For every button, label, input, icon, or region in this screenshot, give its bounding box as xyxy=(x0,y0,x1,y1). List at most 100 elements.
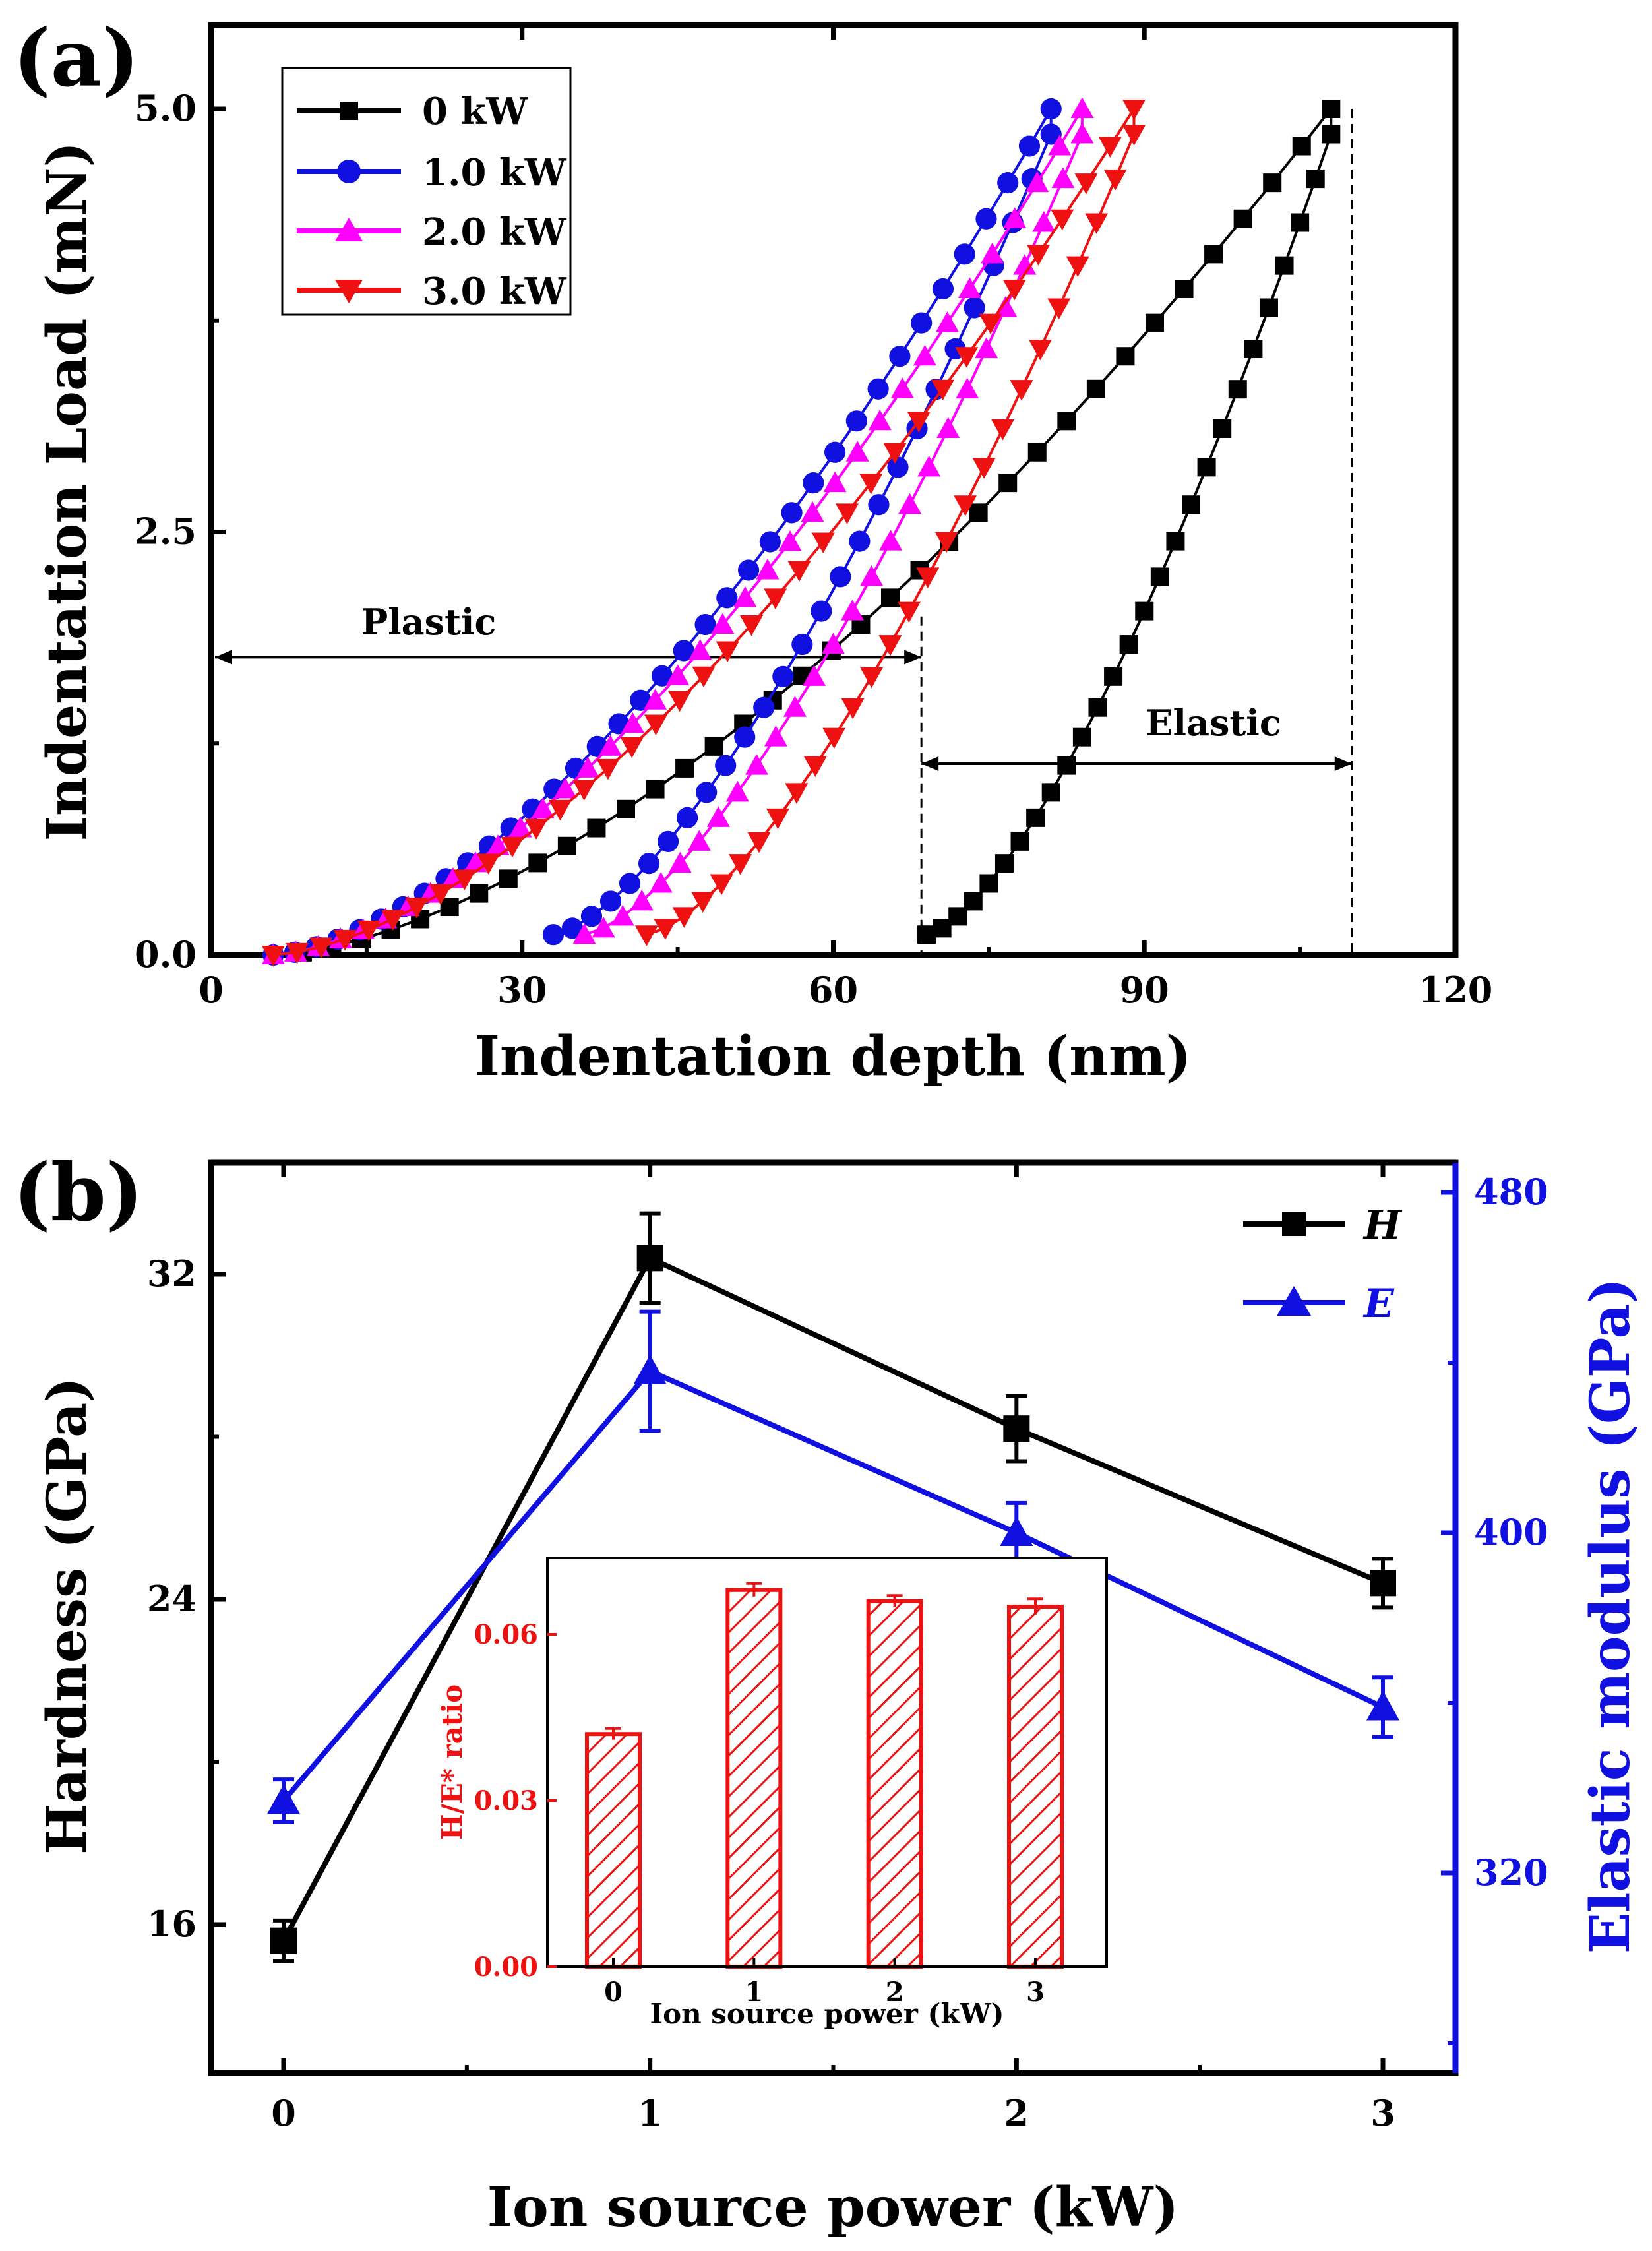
data-point xyxy=(979,874,998,893)
data-point xyxy=(1088,698,1107,717)
data-point xyxy=(997,172,1019,194)
data-point xyxy=(803,756,827,778)
data-point xyxy=(673,640,694,662)
data-point xyxy=(860,565,884,586)
panel-b-y-title-left: Hardness (GPa) xyxy=(36,1377,99,1855)
data-point xyxy=(1322,125,1341,144)
data-point xyxy=(1040,123,1062,145)
data-point xyxy=(739,615,763,636)
data-point xyxy=(880,588,900,607)
data-point xyxy=(975,337,998,359)
data-point xyxy=(651,665,673,687)
data-point xyxy=(658,830,679,852)
data-point xyxy=(897,601,921,623)
data-point xyxy=(1026,808,1045,827)
data-point xyxy=(1086,379,1105,398)
data-point xyxy=(1072,727,1091,747)
data-point xyxy=(898,493,922,514)
data-point xyxy=(1074,173,1098,195)
data-point xyxy=(994,854,1014,873)
panel-b-legend: H E xyxy=(1243,1202,1403,1327)
data-point xyxy=(630,689,652,711)
data-point xyxy=(429,884,452,906)
data-point xyxy=(1051,209,1074,231)
data-point xyxy=(745,754,768,775)
data-point xyxy=(991,419,1015,441)
data-point xyxy=(499,869,518,888)
series-line xyxy=(273,104,1053,956)
data-point xyxy=(954,495,977,516)
data-point xyxy=(1041,783,1060,802)
data-point xyxy=(1027,443,1047,462)
legend-item-1kw: 1.0 kW xyxy=(297,151,567,195)
data-point xyxy=(917,925,936,944)
data-point xyxy=(1166,532,1185,551)
data-point xyxy=(801,501,824,522)
data-point xyxy=(528,853,547,873)
data-point xyxy=(1103,170,1127,191)
legend-label-h: H xyxy=(1362,1202,1403,1249)
data-point xyxy=(764,588,787,609)
y-right-tick-label: 320 xyxy=(1474,1851,1548,1894)
data-point xyxy=(1003,1415,1030,1442)
legend-label-e: E xyxy=(1362,1281,1395,1327)
data-point xyxy=(477,853,501,875)
panel-a-guides xyxy=(215,109,1353,955)
data-point xyxy=(1048,135,1072,156)
inset-x-tick-label: 0 xyxy=(604,1977,623,2008)
data-point xyxy=(932,278,954,300)
y-right-tick-label: 480 xyxy=(1474,1171,1548,1213)
plastic-arrow-head-right xyxy=(904,650,922,665)
data-point xyxy=(634,925,658,946)
x-tick-label: 1 xyxy=(638,2092,663,2134)
data-point xyxy=(599,890,622,912)
data-point xyxy=(1051,167,1075,189)
data-point xyxy=(716,587,738,609)
data-point xyxy=(706,806,730,827)
data-point xyxy=(1018,135,1041,157)
data-point xyxy=(822,727,846,749)
data-point xyxy=(675,758,694,778)
data-point xyxy=(1047,298,1071,319)
data-point xyxy=(1010,832,1029,851)
data-point xyxy=(617,799,635,818)
series-line xyxy=(273,104,1136,956)
panel-a-legend: 0 kW 1.0 kW 2.0 kW 3.0 kW xyxy=(281,67,572,316)
inset-bar-0 xyxy=(585,1732,642,1969)
inset-frame xyxy=(546,1557,1108,1968)
data-point xyxy=(1197,458,1216,477)
data-point xyxy=(931,379,954,401)
inset-bar-2 xyxy=(866,1599,923,1969)
data-point xyxy=(747,832,771,853)
data-point xyxy=(887,456,909,478)
data-point xyxy=(803,472,824,494)
x-tick-label: 2 xyxy=(1004,2092,1029,2134)
inset-y-tick-label: 0.00 xyxy=(474,1952,538,1983)
data-point xyxy=(964,297,985,319)
data-point xyxy=(1066,256,1089,278)
plastic-arrow-head-left xyxy=(215,650,232,665)
x-tick-label: 90 xyxy=(1120,969,1169,1011)
x-tick-label: 30 xyxy=(497,969,547,1011)
series-E xyxy=(267,1309,1399,1824)
data-point xyxy=(737,559,760,581)
data-point xyxy=(649,871,673,893)
data-point xyxy=(710,874,733,895)
panel-b-x-title: Ion source power (kW) xyxy=(487,2176,1179,2239)
data-point xyxy=(764,725,787,747)
legend-item-2kw: 2.0 kW xyxy=(297,210,567,254)
data-point xyxy=(954,243,975,265)
data-point xyxy=(638,853,660,875)
data-point xyxy=(1098,137,1122,158)
data-point xyxy=(835,503,859,524)
panel-b-label: (b) xyxy=(13,1146,143,1239)
data-point xyxy=(1122,100,1146,121)
data-point xyxy=(542,924,565,946)
inset-x-tick-label: 1 xyxy=(745,1977,763,2008)
legend-marker-triangle-up xyxy=(335,218,363,241)
data-point xyxy=(419,882,443,903)
data-point xyxy=(688,639,712,660)
data-point xyxy=(811,532,835,554)
data-point xyxy=(964,892,983,911)
